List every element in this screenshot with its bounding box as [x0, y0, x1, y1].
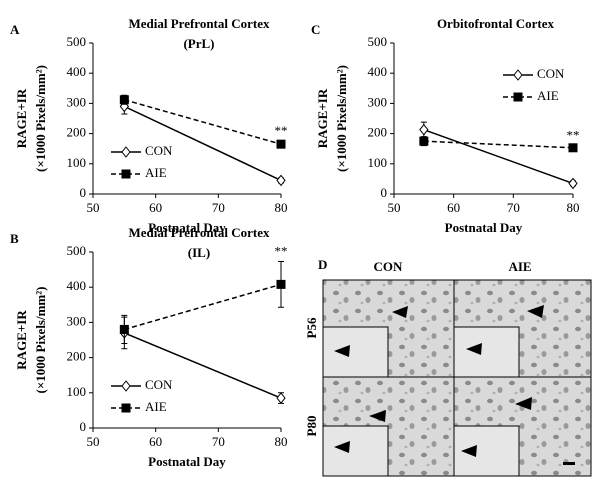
- y-axis-label: (×1000 Pixels/mm²): [33, 65, 48, 172]
- chart-title: Orbitofrontal Cortex: [437, 16, 555, 31]
- marker: [276, 279, 286, 289]
- series-line: [423, 128, 574, 185]
- legend-label: AIE: [537, 88, 559, 103]
- marker: [276, 139, 286, 149]
- marker: [119, 95, 129, 105]
- chart-title: Medial Prefrontal Cortex: [128, 225, 270, 240]
- panel-label: A: [10, 22, 20, 37]
- y-tick-label: 100: [67, 155, 87, 170]
- y-axis-label: (×1000 Pixels/mm²): [334, 65, 349, 172]
- y-tick-label: 0: [80, 185, 87, 200]
- x-tick-label: 70: [212, 434, 225, 449]
- y-tick-label: 400: [368, 64, 388, 79]
- legend-marker: [513, 92, 523, 102]
- annotation: **: [275, 123, 288, 138]
- series-line: [124, 99, 282, 145]
- legend-label: CON: [537, 66, 565, 81]
- y-tick-label: 0: [381, 185, 388, 200]
- legend-label: CON: [145, 143, 173, 158]
- y-axis-label: RAGE+IR: [14, 310, 29, 370]
- series-line: [124, 105, 282, 182]
- marker: [568, 177, 578, 190]
- chart-panel: C Orbitofrontal Cortex RAGE+IR (×1000 Pixel…: [311, 16, 580, 235]
- y-tick-label: 200: [67, 125, 87, 140]
- insets: [322, 326, 520, 477]
- y-tick-label: 500: [67, 243, 87, 258]
- panel-label: D: [318, 257, 327, 272]
- chart-subtitle: (PrL): [183, 36, 214, 51]
- x-tick-label: 80: [275, 200, 288, 215]
- column-label: AIE: [508, 259, 531, 274]
- panel-label: C: [311, 22, 320, 37]
- legend-label: CON: [145, 377, 173, 392]
- legend-label: AIE: [145, 165, 167, 180]
- y-tick-label: 100: [368, 155, 388, 170]
- x-tick-label: 50: [87, 434, 100, 449]
- x-tick-label: 80: [567, 200, 580, 215]
- y-tick-label: 400: [67, 64, 87, 79]
- y-tick-label: 0: [80, 419, 87, 434]
- legend-label: AIE: [145, 399, 167, 414]
- y-axis-label: (×1000 Pixels/mm²): [33, 287, 48, 394]
- marker: [419, 136, 429, 146]
- y-tick-label: 300: [67, 94, 87, 109]
- scale-bar: [563, 462, 575, 465]
- legend-marker: [121, 380, 131, 392]
- y-tick-label: 100: [67, 384, 87, 399]
- legend-marker: [513, 69, 523, 81]
- marker: [419, 123, 429, 136]
- x-tick-label: 60: [149, 434, 162, 449]
- x-tick-label: 80: [275, 434, 288, 449]
- marker: [276, 174, 286, 187]
- x-tick-label: 60: [447, 200, 460, 215]
- x-tick-label: 60: [149, 200, 162, 215]
- annotation: **: [275, 243, 288, 258]
- row-label: P56: [304, 317, 319, 338]
- chart-title: Medial Prefrontal Cortex: [128, 16, 270, 31]
- row-label: P80: [304, 416, 319, 437]
- legend-marker: [121, 146, 131, 158]
- chart-subtitle: (IL): [188, 245, 210, 260]
- legend-marker: [121, 403, 131, 413]
- marker: [119, 324, 129, 334]
- marker: [568, 143, 578, 153]
- x-axis-label: Postnatal Day: [148, 220, 226, 235]
- y-axis-label: RAGE+IR: [14, 88, 29, 148]
- annotation: **: [567, 127, 580, 142]
- x-tick-label: 70: [507, 200, 520, 215]
- x-tick-label: 70: [212, 200, 225, 215]
- x-axis-label: Postnatal Day: [445, 220, 523, 235]
- marker: [276, 392, 286, 404]
- arrowheads: [334, 305, 544, 457]
- x-axis-label: Postnatal Day: [148, 454, 226, 469]
- y-tick-label: 300: [368, 94, 388, 109]
- y-axis-label: RAGE+IR: [315, 88, 330, 148]
- y-tick-label: 200: [67, 349, 87, 364]
- panel-label: B: [10, 231, 19, 246]
- y-tick-label: 400: [67, 278, 87, 293]
- series-line: [124, 332, 282, 399]
- panel-d: D CON AIE P56 P80: [304, 257, 592, 477]
- y-tick-label: 200: [368, 125, 388, 140]
- series-line: [423, 140, 574, 149]
- y-tick-label: 500: [368, 34, 388, 49]
- y-tick-label: 500: [67, 34, 87, 49]
- series-line: [124, 283, 282, 331]
- x-tick-label: 50: [87, 200, 100, 215]
- x-tick-label: 50: [388, 200, 401, 215]
- column-label: CON: [374, 259, 404, 274]
- chart-panel: B Medial Prefrontal Cortex (IL) RAGE+IR (×10…: [10, 225, 288, 469]
- chart-panel: A Medial Prefrontal Cortex (PrL) RAGE+IR (×1…: [10, 16, 288, 235]
- y-tick-label: 300: [67, 313, 87, 328]
- legend-marker: [121, 169, 131, 179]
